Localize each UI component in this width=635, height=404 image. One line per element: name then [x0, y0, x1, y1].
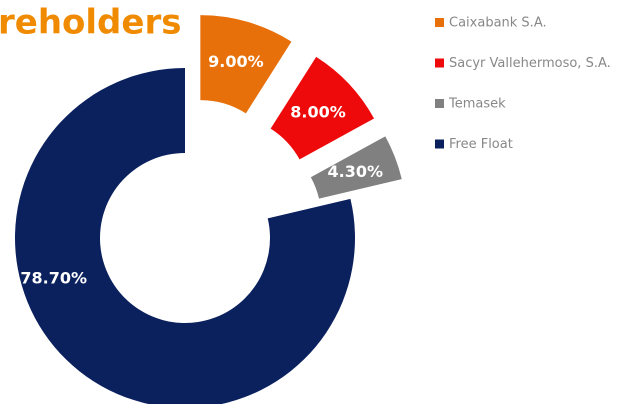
chart-title: reholders — [0, 3, 181, 43]
data-label: 78.70% — [20, 268, 87, 287]
legend-label: Caixabank S.A. — [449, 16, 547, 31]
legend-label: Sacyr Vallehermoso, S.A. — [449, 56, 611, 71]
data-label: 4.30% — [328, 162, 384, 181]
legend-label: Temasek — [448, 97, 506, 112]
slice — [15, 68, 355, 404]
data-label: 9.00% — [208, 52, 264, 71]
legend-swatch — [435, 139, 444, 149]
legend-swatch — [435, 58, 444, 68]
legend-swatch — [435, 18, 444, 27]
legend-label: Free Float — [449, 137, 513, 152]
slice — [270, 56, 375, 160]
legend-swatch — [435, 99, 444, 108]
data-label: 8.00% — [290, 103, 346, 122]
slice — [310, 136, 402, 199]
slice — [200, 15, 292, 114]
